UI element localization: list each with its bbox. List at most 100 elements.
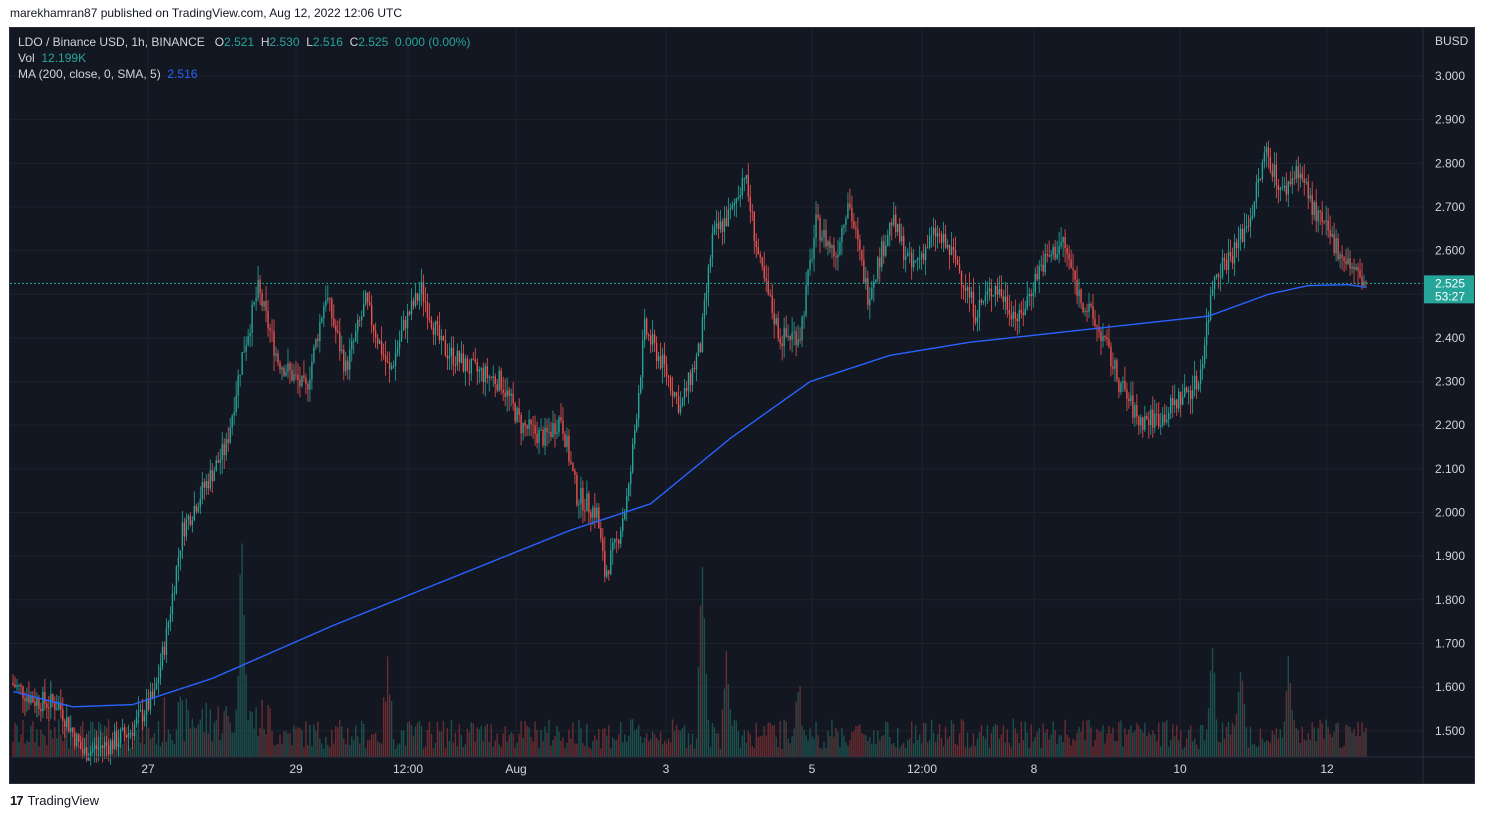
candle-body [562,420,564,434]
candle-body [199,498,202,508]
candle-body [277,353,279,363]
candle-body [1056,254,1058,259]
candle-body [568,435,570,462]
price-chart[interactable]: 1.500 1.600 1.700 1.800 1.900 2.000 2.100 2.200… [10,28,1474,783]
candle-body [663,354,666,365]
candle-body [1064,237,1066,249]
candle-body [691,368,694,385]
volume-bar [851,731,853,757]
candle-body [713,226,716,234]
candle-body [58,702,60,710]
candle-body [263,301,265,307]
candle-body [183,522,186,537]
candle-body [1283,185,1286,188]
candle-body [751,211,753,213]
volume-bar [269,708,271,757]
volume-bar [217,706,219,757]
candle-body [729,208,732,210]
vol-label[interactable]: Vol [18,51,35,65]
candle-body [1108,339,1110,347]
candle-body [133,724,136,737]
candle-body [891,222,893,226]
candle-body [1090,303,1092,307]
volume-bar [843,735,845,757]
ma-label[interactable]: MA (200, close, 0, SMA, 5) [18,67,161,81]
volume-bar [372,734,375,757]
volume-bar [895,747,897,757]
candle-body [301,375,303,387]
volume-bar [265,734,267,757]
candle-body [1199,369,1202,384]
volume-bar [877,730,879,757]
candle-body [339,332,341,352]
price-tick-label: 1.800 [1435,593,1465,607]
candle-body [1132,395,1134,418]
symbol-label[interactable]: LDO / Binance USD, 1h, BINANCE [18,35,205,49]
volume-bar [424,746,427,757]
volume-bar [924,723,927,757]
volume-bar [442,720,445,757]
candle-body [1303,178,1305,183]
candle-body [1279,187,1282,191]
volume-bar [181,700,184,757]
candle-body [56,709,58,711]
volume-bar [355,725,357,757]
volume-bar [418,720,421,757]
candle-body [500,370,502,390]
chart-frame[interactable]: 1.500 1.600 1.700 1.800 1.900 2.000 2.100 2.200… [9,27,1475,784]
candle-body [889,222,891,236]
candle-body [851,207,853,222]
volume-bar [368,739,371,757]
volume-bar [1281,737,1284,757]
volume-bar [956,744,959,757]
candle-body [1020,309,1022,313]
volume-bar [560,740,562,757]
candle-body [255,297,257,302]
volume-bar [1269,743,1272,757]
volume-bar [817,735,819,757]
candle-body [351,341,353,350]
candle-body [699,343,702,353]
candle-body [608,570,610,575]
candle-body [679,405,682,413]
volume-bar [410,725,413,757]
volume-bar [38,746,40,757]
tradingview-footer[interactable]: 17 TradingView [10,793,99,808]
candle-body [1207,320,1210,323]
candle-body [950,247,953,255]
price-tick-label: 2.700 [1435,200,1465,214]
candle-body [604,551,606,577]
volume-bar [719,748,722,757]
volume-bar [1325,719,1327,757]
volume-bar [755,722,757,757]
candle-body [1205,322,1208,346]
candle-body [825,230,827,247]
candle-body [661,354,664,369]
candle-body [922,253,925,261]
candle-body [857,229,859,240]
candle-body [988,288,991,292]
volume-bar [765,735,767,757]
candle-body [231,415,233,428]
candle-body [1323,221,1325,223]
volume-bar [761,735,763,757]
volume-bar [667,738,670,757]
candle-body [596,507,598,518]
candle-body [504,392,506,397]
candle-body [388,362,391,369]
volume-bar [683,725,686,757]
volume-bar [737,730,740,757]
volume-bar [474,741,476,757]
volume-bar [980,724,983,757]
volume-bar [637,724,640,757]
candle-body [1253,201,1256,216]
volume-bar [129,748,132,757]
candle-body [1042,264,1044,272]
candle-body [1203,345,1206,364]
candle-body [777,317,779,339]
volume-bar [1098,731,1100,757]
volume-bar [376,741,379,757]
candle-body [594,507,596,518]
volume-bar [237,675,239,757]
volume-bar [594,735,596,757]
